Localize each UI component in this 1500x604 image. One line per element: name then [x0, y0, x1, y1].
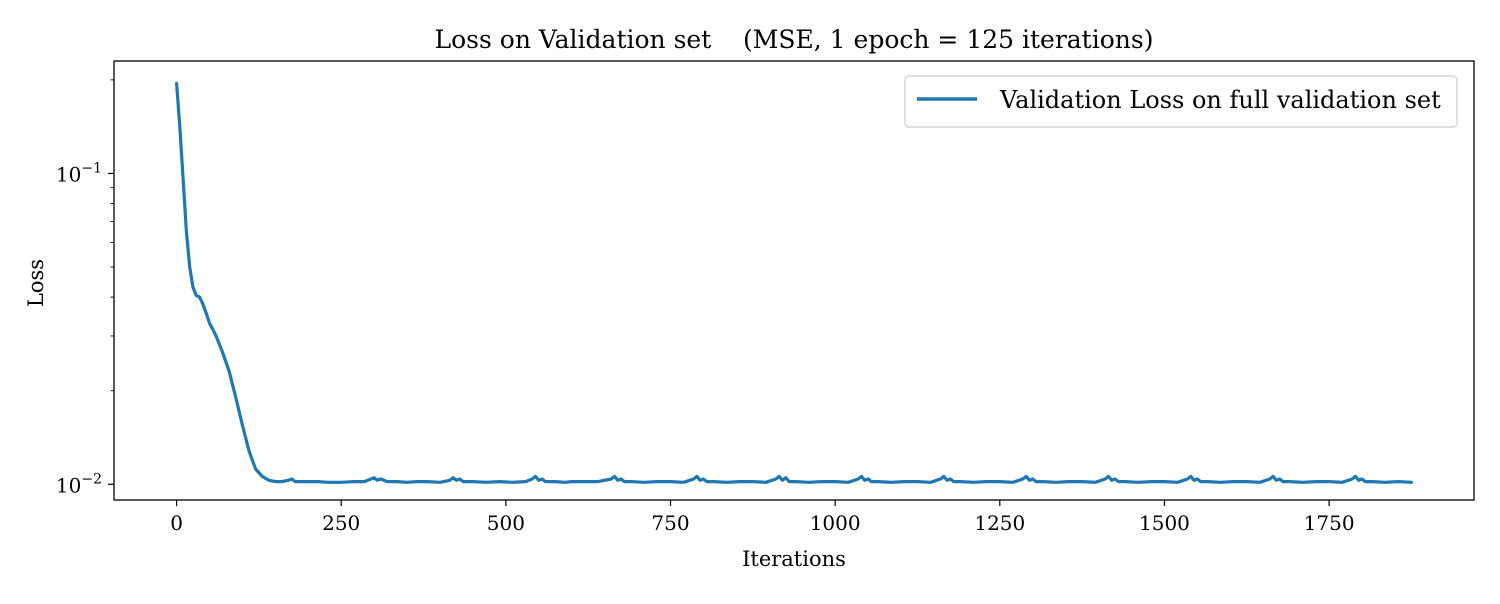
y-axis-label: Loss: [24, 259, 48, 307]
axes: 0 250 500 750 1000 1250 1500 1750 10−1 10−2: [56, 60, 1475, 535]
x-tick-label: 1750: [1304, 511, 1355, 535]
x-tick-label: 500: [487, 511, 525, 535]
legend: Validation Loss on full validation set: [904, 75, 1458, 128]
y-tick-label: 10−1: [56, 160, 102, 186]
legend-box: [904, 75, 1458, 128]
legend-entry-label: Validation Loss on full validation set: [999, 86, 1441, 114]
x-tick-label: 1250: [974, 511, 1025, 535]
chart-title: Loss on Validation set (MSE, 1 epoch = 1…: [435, 25, 1154, 54]
x-tick-label: 1000: [810, 511, 861, 535]
x-axis-label: Iterations: [742, 547, 846, 571]
plot-area: [175, 81, 1413, 484]
x-tick-label: 1500: [1139, 511, 1190, 535]
axes-frame: [113, 60, 1475, 501]
x-tick-label: 0: [170, 511, 183, 535]
series-line-0: [175, 81, 1413, 484]
y-tick-label: 10−2: [56, 471, 102, 497]
x-tick-label: 750: [651, 511, 689, 535]
x-tick-label: 250: [322, 511, 360, 535]
